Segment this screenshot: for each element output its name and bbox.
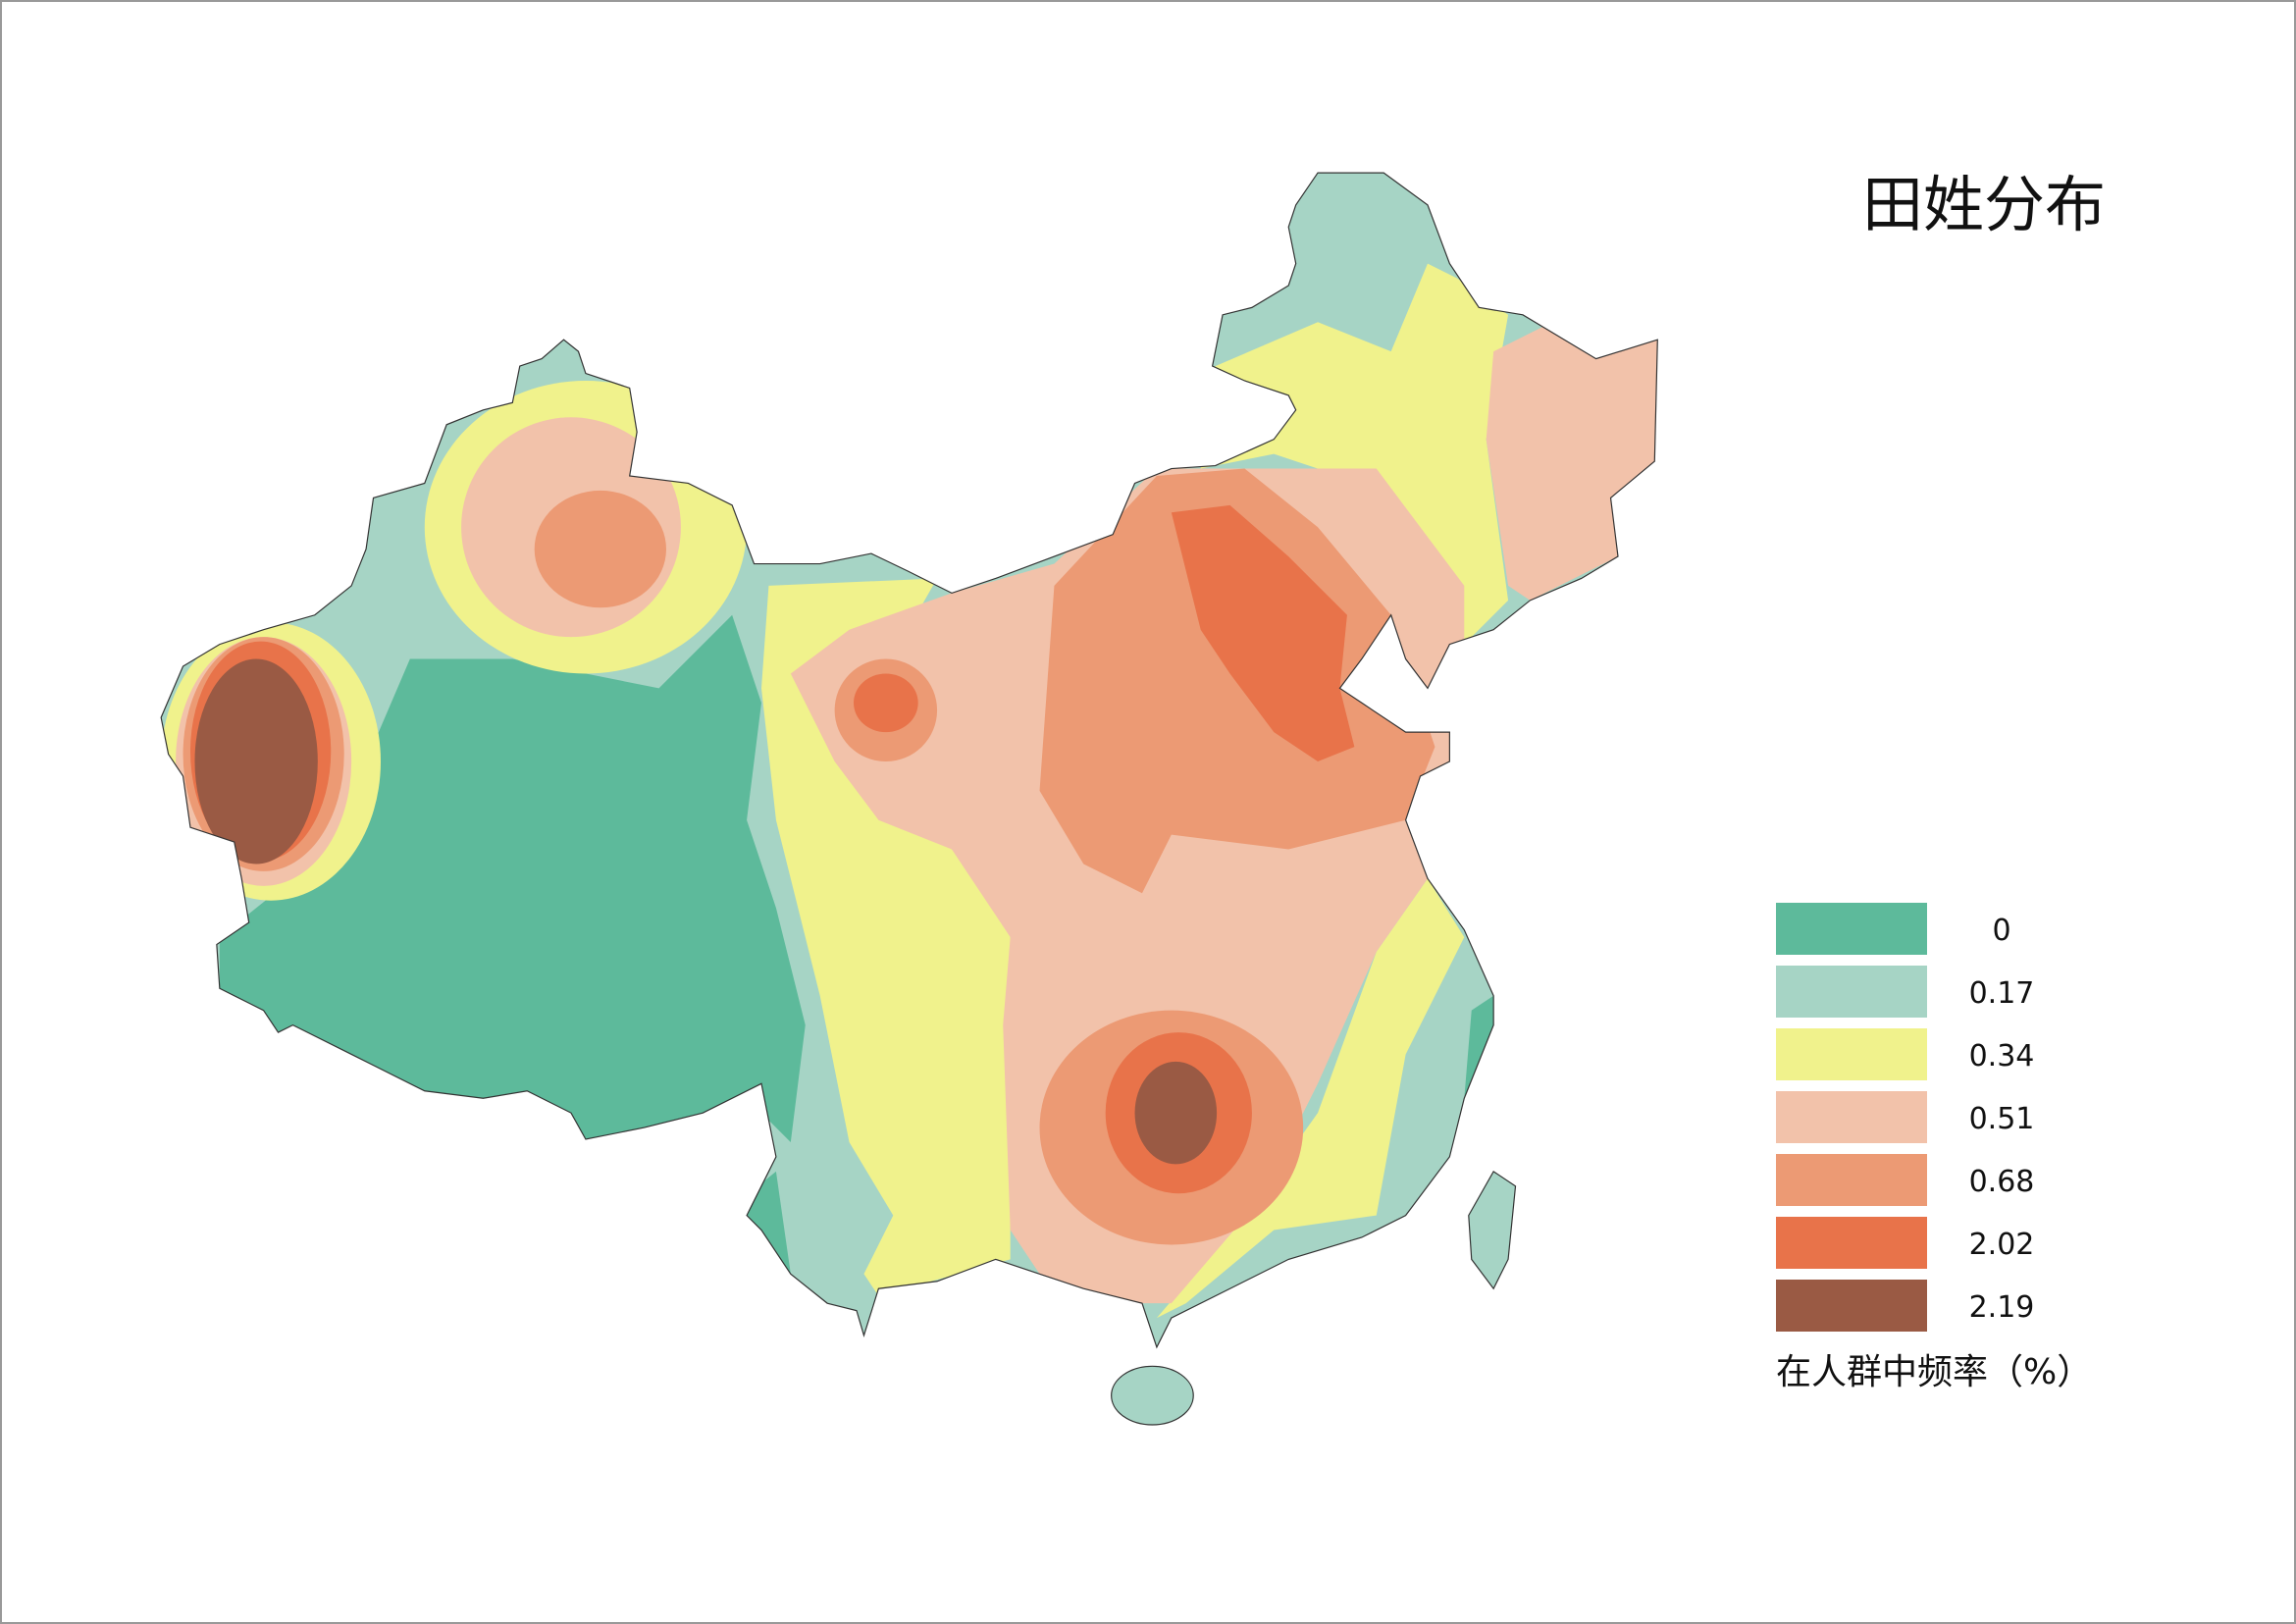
legend-swatch xyxy=(1776,1091,1927,1143)
zone xyxy=(854,673,918,733)
legend-swatch xyxy=(1776,903,1927,955)
legend-label: 0.34 xyxy=(1969,1039,2035,1074)
map-title: 田姓分布 xyxy=(1862,169,2106,240)
zone xyxy=(1134,1061,1218,1165)
zone xyxy=(534,490,666,608)
legend-label: 0.17 xyxy=(1969,976,2035,1011)
legend-label: 2.19 xyxy=(1969,1290,2035,1325)
legend-label: 0.68 xyxy=(1969,1165,2035,1199)
legend-label: 0.51 xyxy=(1969,1102,2035,1136)
island xyxy=(1111,1365,1194,1426)
zone xyxy=(1464,995,1494,1099)
legend-label: 2.02 xyxy=(1969,1228,2035,1262)
zone xyxy=(760,578,1011,1296)
legend-caption: 在人群中频率（%） xyxy=(1776,1352,2092,1392)
zone xyxy=(219,614,806,1142)
zone xyxy=(194,658,318,864)
legend-swatch xyxy=(1776,1154,1927,1206)
legend-swatch xyxy=(1776,1217,1927,1269)
legend-swatch xyxy=(1776,1028,1927,1080)
legend-label: 0 xyxy=(1992,914,2010,948)
island xyxy=(1468,1170,1517,1290)
legend: 0 0.17 0.34 0.51 0.68 2.02 2.19 xyxy=(1776,903,2034,1332)
zone xyxy=(1486,322,1658,601)
legend-swatch xyxy=(1776,966,1927,1018)
map xyxy=(160,172,1659,1426)
legend-swatch xyxy=(1776,1280,1927,1332)
zone xyxy=(1156,878,1465,1319)
zone xyxy=(1171,504,1355,761)
